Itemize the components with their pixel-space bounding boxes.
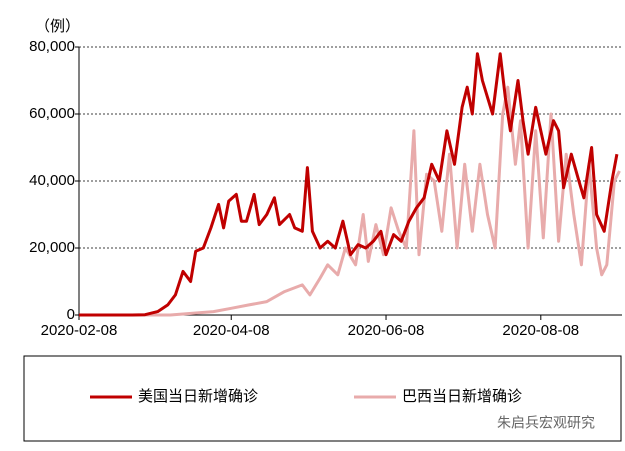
y-tick-label: 20,000 [29,239,75,256]
x-tick-label: 2020-02-08 [41,322,118,339]
y-axis-label: （例） [35,18,80,35]
y-tick-label: 80,000 [29,38,75,55]
y-tick-label: 0 [67,306,75,323]
y-tick-label: 40,000 [29,172,75,189]
legend-label: 美国当日新增确诊 [138,388,258,405]
watermark: 朱启兵宏观研究 [497,415,595,431]
legend-box [23,355,622,442]
x-tick-label: 2020-04-08 [193,322,270,339]
x-tick-label: 2020-06-08 [348,322,425,339]
legend-label: 巴西当日新增确诊 [402,388,522,405]
series-line [79,52,619,317]
x-tick-label: 2020-08-08 [502,322,579,339]
y-tick-label: 60,000 [29,105,75,122]
